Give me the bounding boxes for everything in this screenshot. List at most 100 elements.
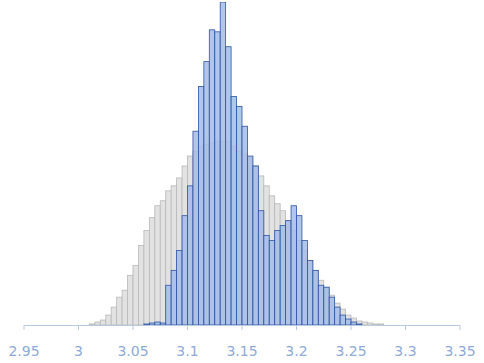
histogram-bar <box>253 166 258 325</box>
histogram-bar <box>128 275 133 325</box>
histogram-bar <box>356 321 361 325</box>
histogram-bar <box>231 96 236 325</box>
histogram-bar <box>166 285 171 325</box>
histogram-bar <box>395 325 400 326</box>
x-tick <box>24 325 25 330</box>
x-tick <box>242 325 243 330</box>
histogram-bar <box>324 287 329 325</box>
x-tick-label: 3.25 <box>335 343 366 359</box>
histogram-bar <box>264 236 269 325</box>
histogram-bar <box>264 186 269 325</box>
histogram-bar <box>160 201 165 325</box>
histogram-bar <box>128 325 133 326</box>
histogram-bar <box>280 211 285 325</box>
x-tick <box>296 325 297 330</box>
histogram-bar <box>275 231 280 325</box>
histogram-bar <box>362 325 367 326</box>
histogram-bar <box>188 186 193 325</box>
x-tick-label: 3.05 <box>117 343 148 359</box>
histogram-bar <box>188 156 193 325</box>
histogram-bar <box>280 226 285 325</box>
histogram-bar <box>117 297 122 325</box>
histogram-bar <box>307 260 312 325</box>
histogram-bar <box>367 323 372 325</box>
histogram-bar <box>253 166 258 325</box>
histogram-bar <box>84 325 89 326</box>
histogram-bar <box>389 325 394 326</box>
x-tick-label: 3.2 <box>285 343 307 359</box>
histogram-bar <box>269 196 274 325</box>
histogram-bar <box>362 322 367 325</box>
histogram-bar <box>155 322 160 325</box>
histogram-bar <box>226 47 231 325</box>
histogram-bar <box>182 216 187 325</box>
histogram-bar <box>329 295 334 325</box>
histogram-bar <box>242 126 247 325</box>
histogram-bar <box>84 325 89 326</box>
x-tick <box>187 325 188 330</box>
histogram-bar <box>122 290 127 325</box>
x-tick <box>460 325 461 330</box>
histogram-bar <box>307 260 312 325</box>
histogram-bar <box>111 307 116 325</box>
x-tick-label: 3 <box>74 343 83 359</box>
x-tick-label: 3.3 <box>394 343 416 359</box>
histogram-bar <box>95 322 100 325</box>
histogram-bar <box>351 318 356 325</box>
series-1 <box>144 2 362 325</box>
histogram-bar <box>340 309 345 325</box>
histogram-bar <box>149 323 154 325</box>
histogram-bar <box>258 176 263 325</box>
histogram-bar <box>144 231 149 325</box>
histogram-bar <box>138 245 143 325</box>
histogram-bar <box>258 211 263 325</box>
histogram-bar <box>313 270 318 325</box>
histogram-bar <box>133 325 138 326</box>
histogram-bar <box>291 206 296 325</box>
histogram-bar <box>335 307 340 325</box>
histogram-bar <box>133 265 138 325</box>
histogram-bar <box>237 106 242 325</box>
x-tick <box>405 325 406 330</box>
histogram-bar <box>177 250 182 325</box>
histogram-bar <box>356 324 361 325</box>
histogram-bar <box>171 270 176 325</box>
x-tick-label: 3.15 <box>226 343 257 359</box>
histogram-bar <box>100 325 105 326</box>
histogram-bar <box>297 216 302 325</box>
histogram-bar <box>384 325 389 326</box>
histogram-bar <box>302 241 307 325</box>
histogram-bar <box>269 241 274 325</box>
histogram-bar <box>171 186 176 325</box>
histogram-bar <box>138 325 143 326</box>
histogram-bar <box>286 221 291 325</box>
histogram-bar <box>117 325 122 326</box>
histogram-bar <box>318 280 323 325</box>
histogram-bar <box>351 322 356 325</box>
chart: 2.9533.053.13.153.23.253.33.35 <box>0 0 484 363</box>
histogram-bar <box>106 325 111 326</box>
x-tick-label: 3.35 <box>444 343 475 359</box>
histogram-bar <box>155 206 160 325</box>
histogram-bar <box>367 325 372 326</box>
histogram-bar <box>275 204 280 325</box>
histogram-bar <box>193 131 198 325</box>
histogram-bar <box>89 324 94 325</box>
x-tick <box>351 325 352 330</box>
histogram-bar <box>95 325 100 326</box>
histogram-bar <box>313 270 318 325</box>
histogram-bar <box>346 319 351 325</box>
histogram-bar <box>144 324 149 325</box>
x-tick <box>78 325 79 330</box>
histogram-bar <box>324 287 329 325</box>
histogram-bar <box>111 325 116 326</box>
histogram-bar <box>177 178 182 325</box>
histogram-bar <box>122 325 127 326</box>
histogram-bar <box>215 32 220 325</box>
histogram-bar <box>247 156 252 325</box>
histogram-bar <box>378 325 383 326</box>
histogram-bar <box>149 218 154 325</box>
histogram-bar <box>106 315 111 325</box>
histogram-bar <box>318 285 323 325</box>
histogram-bar <box>395 325 400 326</box>
